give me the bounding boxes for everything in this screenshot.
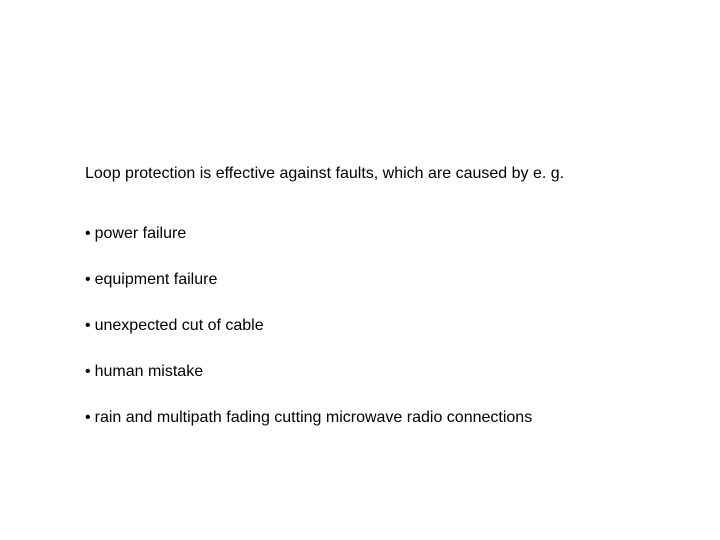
intro-text: Loop protection is effective against fau… xyxy=(85,165,564,183)
list-item: • rain and multipath fading cutting micr… xyxy=(85,409,532,427)
list-item: • unexpected cut of cable xyxy=(85,317,532,335)
bullet-marker: • xyxy=(85,271,91,289)
list-item: • human mistake xyxy=(85,363,532,381)
bullet-text: power failure xyxy=(95,225,187,243)
slide: Loop protection is effective against fau… xyxy=(0,0,720,540)
bullet-marker: • xyxy=(85,225,91,243)
bullet-text: rain and multipath fading cutting microw… xyxy=(95,409,533,427)
bullet-marker: • xyxy=(85,363,91,381)
bullet-marker: • xyxy=(85,317,91,335)
bullet-list: • power failure • equipment failure • un… xyxy=(85,225,532,455)
list-item: • power failure xyxy=(85,225,532,243)
bullet-marker: • xyxy=(85,409,91,427)
bullet-text: unexpected cut of cable xyxy=(95,317,264,335)
bullet-text: human mistake xyxy=(95,363,204,381)
bullet-text: equipment failure xyxy=(95,271,218,289)
list-item: • equipment failure xyxy=(85,271,532,289)
